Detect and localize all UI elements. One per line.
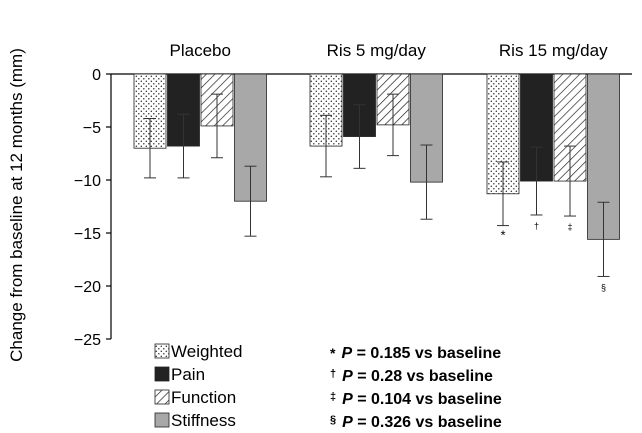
legend-swatch-pain xyxy=(154,366,170,382)
y-tick-label: −10 xyxy=(74,173,101,190)
footnote: † P = 0.28 vs baseline xyxy=(330,368,493,385)
footnote-p: P xyxy=(341,345,352,362)
y-tick-label: 0 xyxy=(92,67,101,84)
y-tick-label: −5 xyxy=(83,120,101,137)
category-label: Ris 5 mg/day xyxy=(327,41,427,60)
legend: Weighted Pain Function Stiffness xyxy=(154,342,243,430)
legend-label: Weighted xyxy=(171,342,243,361)
y-tick-label: −15 xyxy=(74,226,101,243)
error-bars xyxy=(144,93,610,277)
significance-mark: § xyxy=(601,282,606,292)
footnote-p: P xyxy=(342,414,353,431)
legend-swatch-stiffness xyxy=(154,412,170,428)
footnote-p: P xyxy=(342,368,353,385)
bar-stiffness xyxy=(410,73,443,183)
legend-label: Function xyxy=(171,388,236,407)
legend-label: Stiffness xyxy=(171,411,236,430)
footnote-text: = 0.104 vs baseline xyxy=(353,391,502,408)
significance-mark: † xyxy=(534,221,539,231)
footnote: ‡ P = 0.104 vs baseline xyxy=(330,391,502,408)
significance-mark: * xyxy=(500,228,505,243)
category-label: Ris 15 mg/day xyxy=(499,41,608,60)
bar-significance-marks: * † ‡ § xyxy=(500,221,606,292)
legend-swatch-function xyxy=(154,389,170,405)
y-tick-label: −25 xyxy=(74,332,101,349)
significance-mark: ‡ xyxy=(567,222,572,232)
y-axis-label: Change from baseline at 12 months (mm) xyxy=(7,48,26,362)
category-label: Placebo xyxy=(170,41,231,60)
footnote-symbol: † xyxy=(330,368,336,380)
footnote-text: = 0.326 vs baseline xyxy=(353,414,502,431)
footnote-symbol: § xyxy=(330,414,336,426)
footnote-text: = 0.185 vs baseline xyxy=(352,345,501,362)
footnote: * P = 0.185 vs baseline xyxy=(330,345,501,362)
y-tick-label: −20 xyxy=(74,279,101,296)
footnotes: * P = 0.185 vs baseline † P = 0.28 vs basel… xyxy=(330,345,502,431)
bars xyxy=(133,73,620,240)
footnote-symbol: ‡ xyxy=(330,391,336,403)
footnote-p: P xyxy=(342,391,353,408)
footnote-text: = 0.28 vs baseline xyxy=(353,368,493,385)
footnote-symbol: * xyxy=(330,345,336,361)
category-labels: Placebo Ris 5 mg/day Ris 15 mg/day xyxy=(170,41,609,60)
legend-swatch-weighted xyxy=(154,343,170,359)
legend-label: Pain xyxy=(171,365,205,384)
footnote: § P = 0.326 vs baseline xyxy=(330,414,502,431)
